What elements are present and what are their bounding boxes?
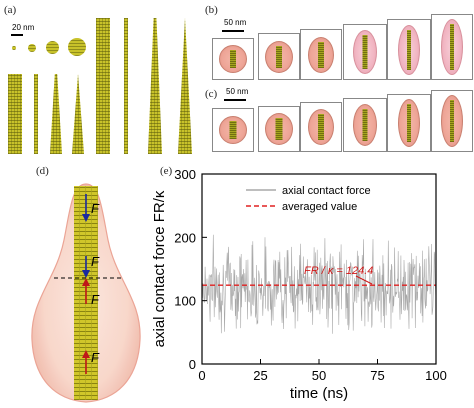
x-tick-label: 75 xyxy=(370,368,384,383)
panel-d-diagram: F F F F xyxy=(31,183,141,403)
arrow-down-top xyxy=(82,214,90,222)
rod-cone-long xyxy=(178,18,192,154)
force-label-3: F xyxy=(91,292,100,307)
particle-large xyxy=(46,41,59,54)
frame-b1 xyxy=(212,38,254,80)
particle-medium xyxy=(28,44,36,52)
panel-b-label: (b) xyxy=(205,4,218,16)
frame-c4 xyxy=(343,98,387,152)
panel-b-scale-label: 50 nm xyxy=(224,18,247,27)
axial-contact-force-series xyxy=(201,234,437,334)
panel-c-scale-label: 50 nm xyxy=(226,87,249,96)
force-chart: 0 25 50 75 100 0 100 200 300 axial contact force… xyxy=(151,167,447,402)
frame-c5 xyxy=(387,94,431,152)
rod-tapered-long xyxy=(148,18,162,154)
frame-b3 xyxy=(300,29,342,80)
particle-small xyxy=(12,46,16,50)
particle-xlarge xyxy=(68,38,86,56)
frame-c3 xyxy=(300,102,342,152)
frame-c6 xyxy=(431,90,473,152)
arrow-down-mid xyxy=(82,270,90,278)
y-tick-label: 300 xyxy=(174,167,196,182)
panel-c-label: (c) xyxy=(205,88,218,100)
frame-b2 xyxy=(258,33,300,80)
frame-c1 xyxy=(212,108,254,152)
rod-wide-short xyxy=(8,74,22,154)
rod-tapered-short xyxy=(50,74,62,154)
frame-b4 xyxy=(343,24,387,80)
x-tick-label: 25 xyxy=(253,368,267,383)
legend-label-average: averaged value xyxy=(282,201,357,213)
rod-wide-long xyxy=(96,18,110,154)
panel-d-label: (d) xyxy=(36,165,49,177)
x-tick-label: 100 xyxy=(425,368,447,383)
frame-b5 xyxy=(387,19,431,80)
panel-e-label: (e) xyxy=(160,165,173,177)
panel-a-scale-bar xyxy=(11,34,23,36)
force-label-2: F xyxy=(91,254,100,269)
y-axis-title: axial contact force FR/κ xyxy=(151,190,168,347)
rod-cone-short xyxy=(72,74,84,154)
rod-thin-long xyxy=(124,18,128,154)
panel-a-scale-label: 20 nm xyxy=(12,23,35,32)
annotation-pointer xyxy=(355,275,373,285)
rod-thin-short xyxy=(34,74,38,154)
frame-b6 xyxy=(431,14,473,80)
arrow-up-bottom xyxy=(82,350,90,358)
x-tick-label: 50 xyxy=(312,368,326,383)
force-label-1: F xyxy=(91,201,100,216)
panel-b-scale-bar xyxy=(222,30,244,32)
average-annotation: FR / κ = 124.4 xyxy=(304,265,373,277)
y-tick-label: 100 xyxy=(174,294,196,309)
force-label-4: F xyxy=(91,350,100,365)
panel-c-scale-bar xyxy=(224,99,246,101)
x-tick-label: 0 xyxy=(198,368,205,383)
frame-c2 xyxy=(258,106,300,152)
legend-label-force: axial contact force xyxy=(282,185,371,197)
arrow-up-mid xyxy=(82,278,90,286)
y-tick-label: 0 xyxy=(189,357,196,372)
x-axis-title: time (ns) xyxy=(290,385,348,402)
y-tick-label: 200 xyxy=(174,230,196,245)
panel-a-label: (a) xyxy=(4,4,17,16)
